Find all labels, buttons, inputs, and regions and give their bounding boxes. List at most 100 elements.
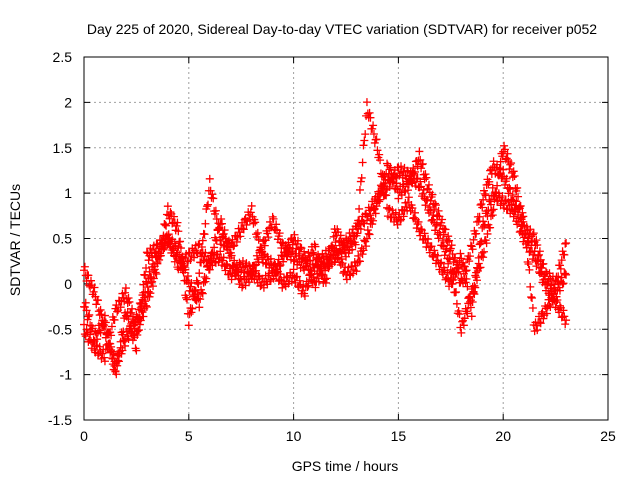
data-point xyxy=(180,276,189,285)
data-point xyxy=(467,312,476,321)
data-point xyxy=(443,238,452,247)
data-point xyxy=(294,251,303,260)
data-point xyxy=(375,197,384,206)
data-point xyxy=(142,279,151,288)
data-point xyxy=(404,193,413,202)
data-point xyxy=(216,247,225,256)
data-point xyxy=(136,300,145,309)
data-point xyxy=(250,261,259,270)
data-point xyxy=(445,236,454,245)
data-point xyxy=(366,113,375,122)
data-point xyxy=(271,225,280,234)
data-point xyxy=(515,204,524,213)
data-point xyxy=(480,189,489,198)
data-point xyxy=(408,204,417,213)
data-point xyxy=(143,283,152,292)
y-tick-label: -1 xyxy=(60,367,73,383)
data-point xyxy=(438,270,447,279)
data-point xyxy=(510,207,519,216)
data-point xyxy=(383,159,392,168)
data-point xyxy=(204,200,213,209)
data-point xyxy=(110,316,119,325)
data-point xyxy=(209,251,218,260)
data-point xyxy=(374,195,383,204)
data-point xyxy=(135,320,144,329)
data-point xyxy=(468,298,477,307)
data-point xyxy=(528,293,537,302)
data-point xyxy=(476,239,485,248)
data-point xyxy=(526,225,535,234)
data-point xyxy=(80,320,88,329)
data-point xyxy=(311,283,320,292)
data-point xyxy=(493,181,502,190)
data-point xyxy=(235,228,244,237)
data-point xyxy=(382,191,391,200)
x-axis-label: GPS time / hours xyxy=(292,458,399,474)
data-point xyxy=(203,202,212,211)
data-point xyxy=(217,219,226,228)
data-point xyxy=(289,265,298,274)
data-point xyxy=(149,274,158,283)
data-point xyxy=(351,240,360,249)
data-point xyxy=(415,147,424,156)
data-point xyxy=(379,179,388,188)
data-point xyxy=(513,183,522,192)
data-point xyxy=(352,231,361,240)
data-point xyxy=(100,353,109,362)
data-point xyxy=(92,300,101,309)
y-tick-label: 2 xyxy=(64,94,72,110)
data-point xyxy=(540,272,549,281)
data-point xyxy=(533,326,542,335)
data-point xyxy=(142,263,151,272)
data-point xyxy=(205,174,214,183)
data-point xyxy=(204,255,213,264)
data-point xyxy=(447,241,456,250)
data-point xyxy=(562,239,571,248)
data-point xyxy=(248,272,257,281)
data-point xyxy=(391,208,400,217)
data-point xyxy=(417,225,426,234)
data-point xyxy=(86,276,95,285)
data-point xyxy=(348,245,357,254)
data-point xyxy=(521,230,530,239)
data-point xyxy=(399,167,408,176)
data-point xyxy=(96,328,105,337)
data-point xyxy=(499,165,508,174)
data-point xyxy=(498,192,507,201)
data-point xyxy=(303,283,312,292)
data-point xyxy=(422,173,431,182)
data-point xyxy=(200,230,209,239)
data-point xyxy=(366,211,375,220)
data-point xyxy=(462,266,471,275)
data-point xyxy=(200,252,209,261)
data-point xyxy=(125,297,134,306)
data-point xyxy=(222,259,231,268)
data-point xyxy=(190,291,199,300)
data-point xyxy=(198,236,207,245)
data-point xyxy=(313,255,322,264)
data-point xyxy=(224,238,233,247)
data-point xyxy=(542,280,551,289)
data-point xyxy=(561,269,570,278)
data-point xyxy=(101,318,110,327)
y-tick-label: -1.5 xyxy=(48,412,72,428)
data-point xyxy=(276,270,285,279)
data-point xyxy=(469,235,478,244)
data-point xyxy=(107,346,116,355)
data-point xyxy=(407,178,416,187)
data-point xyxy=(258,247,267,256)
data-point xyxy=(428,190,437,199)
data-point xyxy=(518,208,527,217)
data-point xyxy=(506,185,515,194)
data-point xyxy=(257,248,266,257)
data-point xyxy=(145,292,154,301)
data-point xyxy=(362,98,371,107)
data-point xyxy=(452,299,461,308)
data-point xyxy=(416,177,425,186)
x-tick-label: 5 xyxy=(185,428,193,444)
y-tick-label: -0.5 xyxy=(48,321,72,337)
data-point xyxy=(80,262,89,271)
data-point xyxy=(514,214,523,223)
data-point xyxy=(236,274,245,283)
data-point xyxy=(246,208,255,217)
